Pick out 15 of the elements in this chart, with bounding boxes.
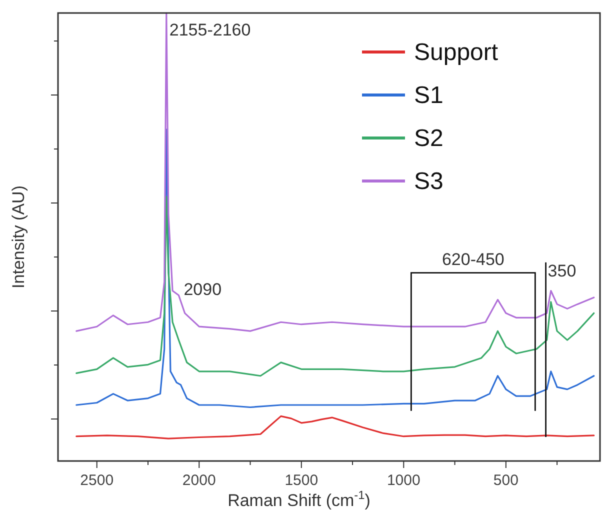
annotation: 2090 (184, 280, 222, 300)
annotation: 620-450 (442, 250, 504, 269)
x-tick-label: 2500 (80, 472, 114, 489)
x-tick-label: 1500 (284, 472, 318, 489)
x-tick-label: 1000 (386, 472, 420, 489)
legend-label: S3 (414, 168, 444, 195)
legend-label: S1 (414, 82, 444, 109)
annotation: 2155-2160 (169, 20, 251, 40)
annotation: 350 (548, 261, 576, 280)
legend-label: S2 (414, 125, 444, 152)
x-tick-label: 500 (493, 472, 518, 489)
x-tick-label: 2000 (182, 472, 216, 489)
legend-label: Support (414, 39, 498, 66)
x-axis-title: Raman Shift (cm$^{-1}$) (228, 488, 370, 510)
y-axis-title: Intensity (AU) (9, 186, 28, 288)
